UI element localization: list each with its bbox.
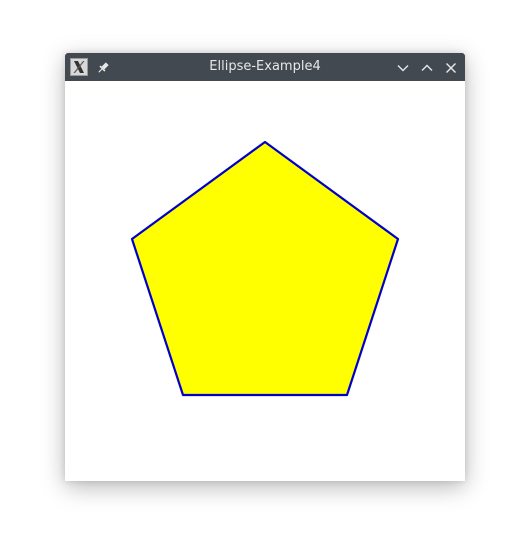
x-app-icon[interactable] xyxy=(70,58,88,76)
chevron-up-icon[interactable] xyxy=(420,60,434,74)
pin-icon[interactable] xyxy=(96,60,110,74)
drawing-canvas xyxy=(65,81,465,481)
pentagon-shape xyxy=(130,140,400,397)
app-window: Ellipse-Example4 xyxy=(65,53,465,481)
close-icon[interactable] xyxy=(444,60,458,74)
chevron-down-icon[interactable] xyxy=(396,60,410,74)
title-bar[interactable]: Ellipse-Example4 xyxy=(65,53,465,81)
